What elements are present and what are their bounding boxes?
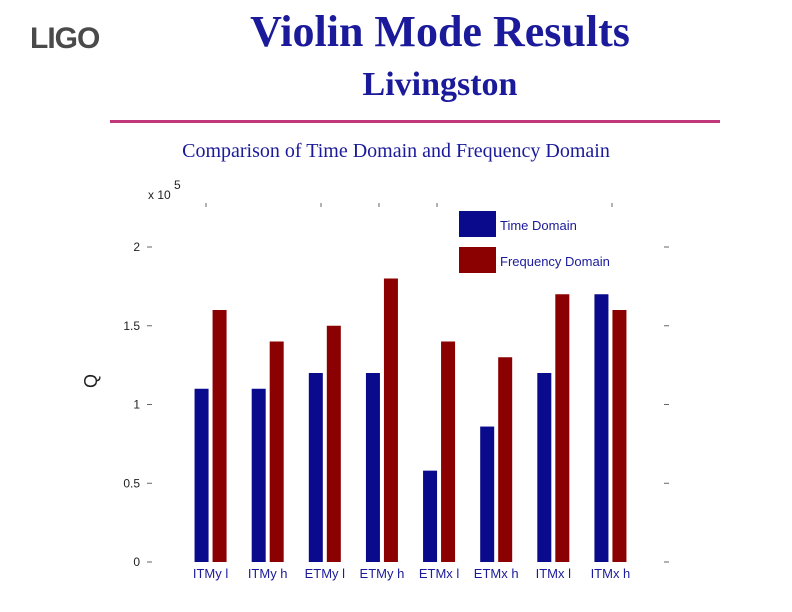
bar-time-domain [594,294,609,562]
y-axis-label: Q [81,374,101,388]
chart-bars [194,278,627,562]
y-tick-label: 0.5 [123,476,140,490]
y-tick-label: 1 [133,398,140,412]
bar-time-domain [251,388,266,562]
x-category-label: ETMx l [419,566,460,581]
y-tick-label: 1.5 [123,319,140,333]
x-category-label: ETMx h [474,566,519,581]
x-category-label: ETMy h [360,566,405,581]
x-category-label: ITMx l [536,566,571,581]
bar-frequency-domain [555,294,570,562]
title-divider [110,120,720,123]
legend-swatch [459,247,496,273]
chart-legend: Time Domain Frequency Domain [459,211,610,273]
x-category-label: ITMy l [193,566,228,581]
bar-frequency-domain [383,278,398,562]
bar-frequency-domain [269,341,284,562]
y-tick-label: 0 [133,555,140,569]
chart-title: Comparison of Time Domain and Frequency … [182,140,610,162]
legend-swatch [459,211,496,237]
legend-label: Frequency Domain [500,254,610,269]
x-category-label: ITMy h [248,566,288,581]
bar-time-domain [365,373,380,562]
bar-time-domain [423,470,438,562]
bar-time-domain [194,388,209,562]
x-category-label: ITMx h [591,566,631,581]
y-tick-label: 2 [133,240,140,254]
bar-frequency-domain [441,341,456,562]
bar-time-domain [480,426,495,562]
y-exponent-power: 5 [174,178,181,192]
bar-time-domain [308,373,323,562]
x-category-label: ETMy l [305,566,346,581]
page-subtitle: Livingston [362,66,518,103]
ligo-logo: LIGO [30,22,110,62]
bar-frequency-domain [212,310,227,562]
bar-frequency-domain [498,357,513,562]
bar-time-domain [537,373,552,562]
ligo-logo-text: LIGO [30,22,100,55]
bar-frequency-domain [326,325,341,562]
legend-label: Time Domain [500,218,577,233]
chart-axes: 0 0.5 1 1.5 2 x 105 Q ITMy l ITMy h ETMy l ETMy h E… [81,178,669,581]
bar-frequency-domain [612,310,627,562]
page-title: Violin Mode Results [250,7,630,56]
y-exponent-label: x 10 [148,188,171,202]
